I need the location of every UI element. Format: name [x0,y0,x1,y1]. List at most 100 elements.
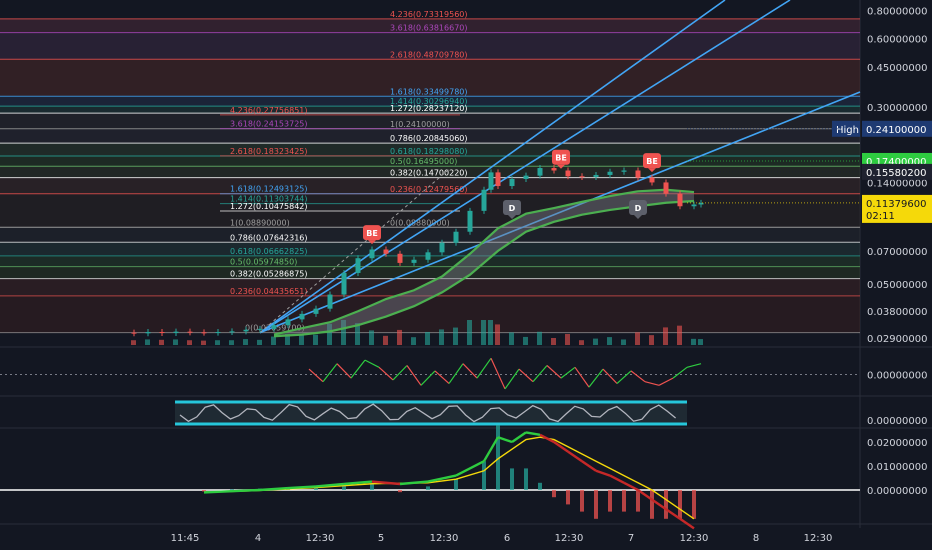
fib-band [0,278,860,296]
fib-level-label: 0.5(0.05974850) [230,258,297,267]
marker-text: D [635,204,642,213]
volume-bar [341,320,346,345]
macd-histogram-bar [636,490,640,512]
candle-body [635,170,641,178]
osc1-segment [308,368,324,383]
volume-bar [495,324,500,345]
oscillator-pane-2 [175,400,687,426]
macd-histogram-bar [566,490,570,505]
osc1-segment [630,370,646,383]
macd-line-segment [553,441,569,453]
marker-box [643,153,661,169]
candle-body [383,249,389,254]
macd-tick-label: 0.00000000 [867,486,927,497]
macd-histogram-bar [678,490,682,519]
price-tag-prefix: High [836,125,859,136]
macd-histogram-bar [496,425,500,490]
osc1-segment [574,366,590,388]
candle-body [698,202,704,205]
volume-bar [243,339,248,345]
macd-tick-label: 0.02000000 [867,438,927,449]
volume-bar [481,320,486,345]
macd-line-segment [623,481,639,492]
volume-bar [439,329,444,345]
macd-line-segment [231,488,261,493]
time-tick-label: 12:30 [804,533,833,544]
volume-bar [607,337,612,345]
volume-bar [215,340,220,345]
macd-histogram-bar [552,490,556,498]
moving-average-ribbon [273,188,695,338]
marker-pointer [634,214,642,219]
macd-line-segment [665,508,681,520]
candle-body [579,176,585,178]
macd-line-segment [497,436,513,444]
bearish-engulfing-marker: BE [552,149,570,169]
candle-body [439,242,445,253]
time-tick-label: 6 [504,533,510,544]
signal-line [203,436,695,520]
volume-bar [621,339,626,345]
macd-line-segment [455,460,485,477]
osc2-line [179,403,677,423]
fib-level-label: 3.618(0.63816670) [390,24,468,33]
candle-body [481,189,487,211]
macd-histogram-bar [650,490,654,519]
oscillator-pane-1 [0,357,860,390]
osc1-segment [546,365,562,379]
fib-band [0,255,860,267]
macd-line-segment [287,485,317,490]
volume-bar [145,339,150,345]
fib-band [0,295,860,333]
fib-band [0,266,860,279]
fib-level-label: 4.236(0.27756851) [230,106,308,115]
macd-histogram-bar [580,490,584,512]
ribbon-lower-line [273,199,695,338]
macd-histogram-bar [370,483,374,490]
osc1-segment [336,363,352,379]
macd-line-segment [511,431,527,443]
volume-bar [201,340,206,345]
marker-text: BE [366,229,378,238]
volume-bar [593,338,598,345]
macd-line-segment [539,433,555,444]
candle-body [593,174,599,177]
time-tick-label: 12:30 [430,533,459,544]
price-tag: 0.15580200 [687,163,932,180]
fibonacci-levels: 4.236(0.73319560) 3.618(0.63816670) 2.618(… [0,10,860,334]
volume-bar [383,335,388,345]
bearish-engulfing-marker: BE [363,225,381,245]
fib-level-label: 0.786(0.07642316) [230,233,308,242]
candle-body [495,172,501,187]
time-tick-label: 5 [378,533,384,544]
price-tick-label: 0.45000000 [867,63,927,74]
volume-bar [397,329,402,345]
volume-bar [635,332,640,345]
time-axis[interactable]: 11:45 4 12:30 5 12:30 6 12:30 7 12:30 8 12:30 [171,533,833,544]
price-axis[interactable]: 0.80000000 0.60000000 0.45000000 0.30000000… [867,6,927,497]
candle-body [551,168,557,171]
signal-markers[interactable]: BE BE BE D D [363,149,661,245]
candle-body [411,259,417,263]
osc1-segment [532,365,548,383]
volume-bar [187,340,192,345]
price-tag: High 0.24100000 [687,120,932,137]
marker-box [363,225,381,241]
volume-bar [425,331,430,345]
volume-bar [649,335,654,345]
volume-bar [467,320,472,345]
candle-body [271,325,277,329]
osc1-segment [560,366,576,379]
volume-bar [173,339,178,345]
fib-band [0,96,860,107]
macd-line-segment [343,480,373,486]
ribbon-upper-line [273,188,695,336]
doji-marker: D [503,199,521,219]
fib-level-label: 1.618(0.12493125) [230,185,308,194]
trendline [259,0,791,334]
time-tick-label: 12:30 [680,533,709,544]
volume-bar [565,333,570,345]
marker-pointer [648,168,656,173]
candle-body [145,331,151,334]
